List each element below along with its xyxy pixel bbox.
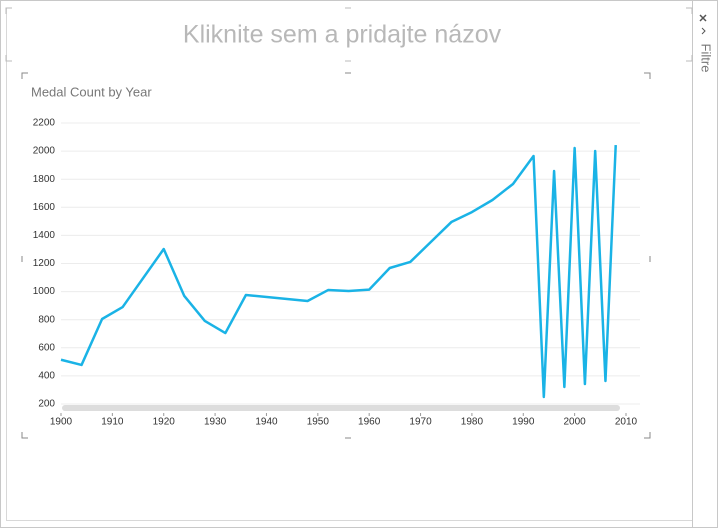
visual-frame bbox=[21, 72, 651, 439]
data-line bbox=[60, 145, 617, 399]
y-tick-label: 400 bbox=[38, 371, 55, 382]
x-tick-label: 1930 bbox=[204, 417, 227, 428]
y-tick-label: 2000 bbox=[33, 146, 56, 157]
plot-area: 200 400 600 800 1000 1200 1400 1600 1800 2000 2200… bbox=[33, 118, 640, 428]
x-tick-label: 1920 bbox=[153, 417, 176, 428]
y-tick-label: 1400 bbox=[33, 230, 56, 241]
chart-title: Medal Count by Year bbox=[31, 84, 152, 99]
y-tick-label: 800 bbox=[38, 314, 55, 325]
y-tick-label: 200 bbox=[38, 399, 55, 410]
x-tick-label: 1990 bbox=[512, 417, 535, 428]
y-tick-label: 1800 bbox=[33, 174, 56, 185]
x-tick-label: 2010 bbox=[615, 417, 638, 428]
x-tick-label: 1910 bbox=[101, 417, 124, 428]
y-tick-label: 600 bbox=[38, 342, 55, 353]
close-icon[interactable] bbox=[699, 14, 707, 22]
scrollbar[interactable] bbox=[62, 405, 620, 411]
title-placeholder-frame bbox=[5, 7, 693, 62]
x-tick-label: 1900 bbox=[50, 417, 73, 428]
y-tick-label: 1000 bbox=[33, 286, 56, 297]
x-tick-label: 1980 bbox=[461, 417, 484, 428]
x-tick-label: 1960 bbox=[358, 417, 381, 428]
y-tick-label: 1600 bbox=[33, 202, 56, 213]
x-tick-label: 1950 bbox=[307, 417, 330, 428]
expand-icon[interactable] bbox=[701, 27, 706, 35]
report-title[interactable]: Kliknite sem a pridajte názov bbox=[183, 21, 502, 49]
x-tick-label: 1970 bbox=[409, 417, 432, 428]
x-tick-label: 2000 bbox=[564, 417, 587, 428]
filters-label[interactable]: Filtre bbox=[699, 44, 714, 73]
y-tick-label: 1200 bbox=[33, 258, 56, 269]
x-tick-label: 1940 bbox=[255, 417, 278, 428]
y-tick-label: 2200 bbox=[33, 118, 56, 129]
